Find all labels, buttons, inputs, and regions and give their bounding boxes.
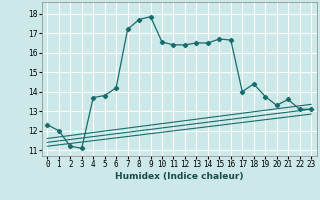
X-axis label: Humidex (Indice chaleur): Humidex (Indice chaleur)	[115, 172, 244, 181]
